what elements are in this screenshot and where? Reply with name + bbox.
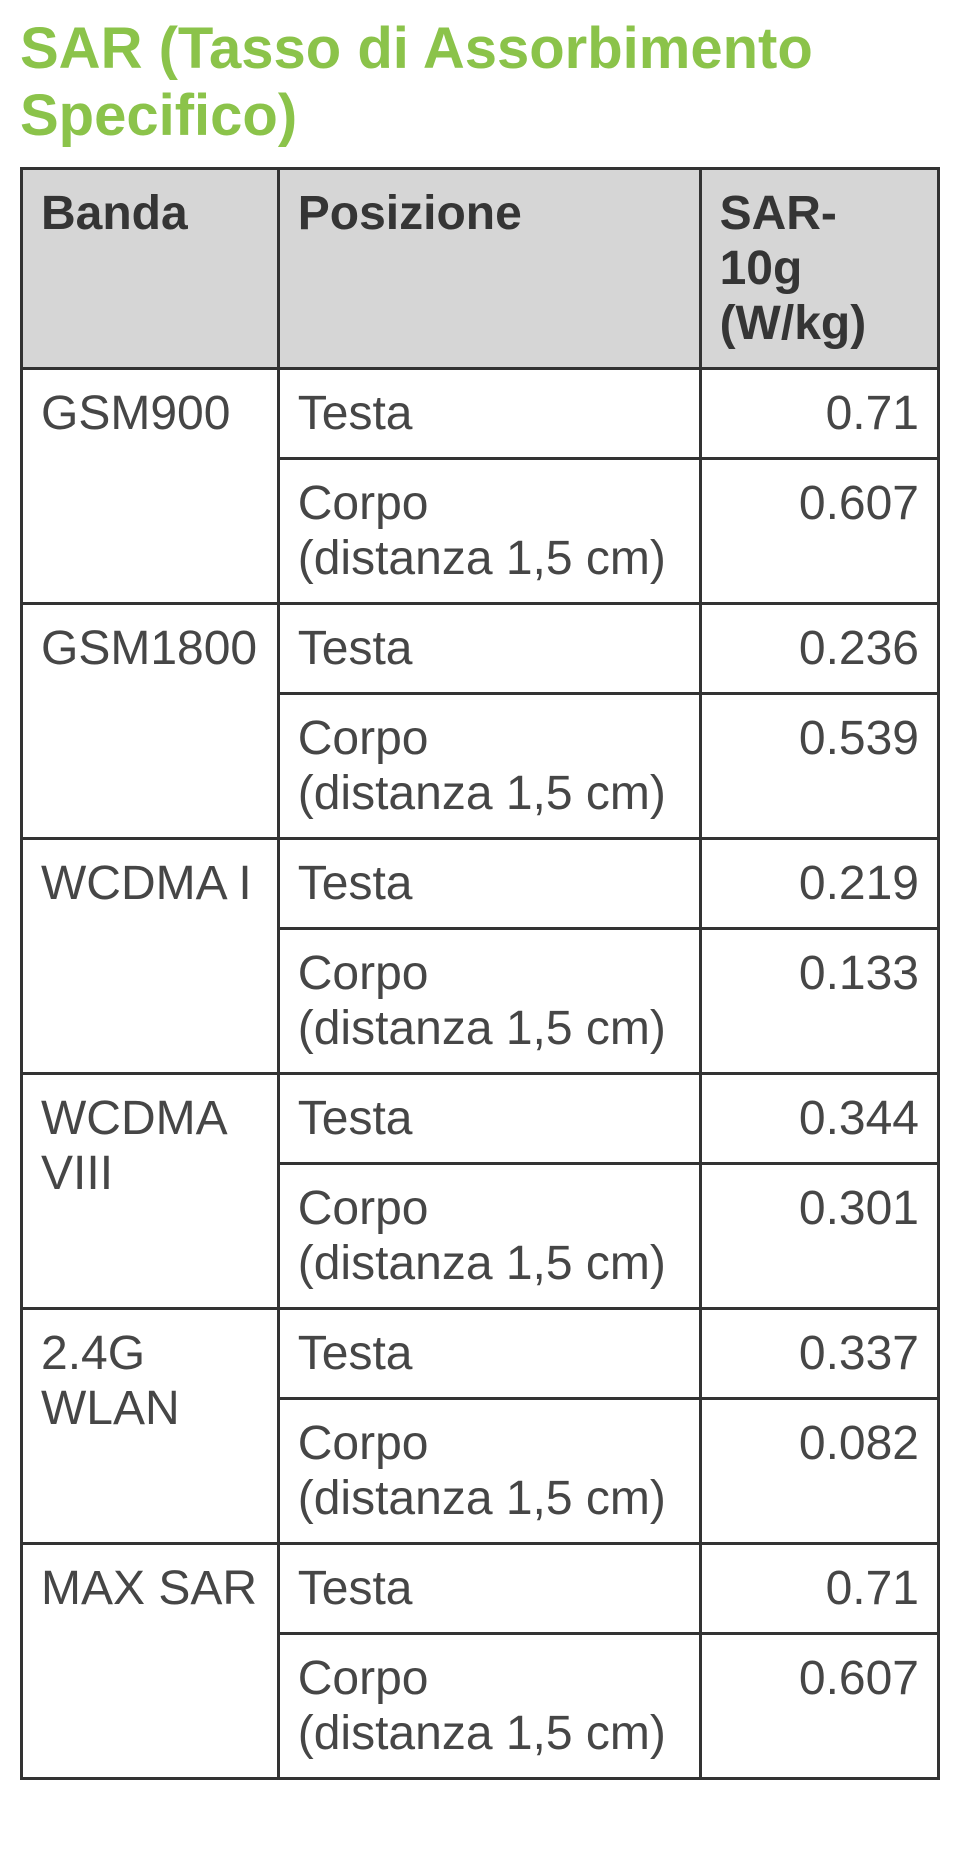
value-cell: 0.337 bbox=[700, 1309, 938, 1399]
value-cell: 0.71 bbox=[700, 1544, 938, 1634]
position-sub: (distanza 1,5 cm) bbox=[298, 1236, 681, 1291]
col-header-sar: SAR-10g (W/kg) bbox=[700, 169, 938, 369]
band-cell: 2.4G WLAN bbox=[22, 1309, 279, 1544]
position-sub: (distanza 1,5 cm) bbox=[298, 1471, 681, 1526]
table-row: MAX SARTesta0.71 bbox=[22, 1544, 939, 1634]
table-row: WCDMA VIIITesta0.344 bbox=[22, 1074, 939, 1164]
table-row: GSM1800Testa0.236 bbox=[22, 604, 939, 694]
position-cell: Testa bbox=[278, 369, 700, 459]
position-cell: Testa bbox=[278, 1544, 700, 1634]
band-cell: WCDMA VIII bbox=[22, 1074, 279, 1309]
position-cell: Testa bbox=[278, 839, 700, 929]
sar-table: Banda Posizione SAR-10g (W/kg) GSM900 Tes… bbox=[20, 167, 940, 1780]
value-cell: 0.236 bbox=[700, 604, 938, 694]
position-sub: (distanza 1,5 cm) bbox=[298, 1001, 681, 1056]
value-cell: 0.301 bbox=[700, 1164, 938, 1309]
page-title: SAR (Tasso di Assorbimento Specifico) bbox=[20, 16, 940, 149]
value-cell: 0.607 bbox=[700, 1634, 938, 1779]
col-header-sar-main: SAR-10g bbox=[720, 187, 837, 295]
position-sub: (distanza 1,5 cm) bbox=[298, 531, 681, 586]
position-main: Testa bbox=[298, 1327, 413, 1380]
table-row: GSM900Testa0.71 bbox=[22, 369, 939, 459]
position-main: Corpo bbox=[298, 477, 429, 530]
value-cell: 0.71 bbox=[700, 369, 938, 459]
table-row: 2.4G WLANTesta0.337 bbox=[22, 1309, 939, 1399]
position-cell: Testa bbox=[278, 1309, 700, 1399]
table-row: WCDMA ITesta0.219 bbox=[22, 839, 939, 929]
position-sub: (distanza 1,5 cm) bbox=[298, 766, 681, 821]
table-header-row: Banda Posizione SAR-10g (W/kg) bbox=[22, 169, 939, 369]
band-cell: GSM900 bbox=[22, 369, 279, 604]
position-main: Testa bbox=[298, 857, 413, 910]
position-sub: (distanza 1,5 cm) bbox=[298, 1706, 681, 1761]
position-cell: Corpo(distanza 1,5 cm) bbox=[278, 929, 700, 1074]
position-cell: Testa bbox=[278, 604, 700, 694]
value-cell: 0.344 bbox=[700, 1074, 938, 1164]
position-main: Corpo bbox=[298, 1417, 429, 1470]
position-main: Corpo bbox=[298, 712, 429, 765]
position-cell: Corpo(distanza 1,5 cm) bbox=[278, 1399, 700, 1544]
position-cell: Corpo(distanza 1,5 cm) bbox=[278, 1634, 700, 1779]
position-main: Testa bbox=[298, 1092, 413, 1145]
band-cell: MAX SAR bbox=[22, 1544, 279, 1779]
position-cell: Corpo(distanza 1,5 cm) bbox=[278, 1164, 700, 1309]
value-cell: 0.539 bbox=[700, 694, 938, 839]
value-cell: 0.607 bbox=[700, 459, 938, 604]
position-main: Testa bbox=[298, 1562, 413, 1615]
position-cell: Corpo(distanza 1,5 cm) bbox=[278, 459, 700, 604]
position-cell: Testa bbox=[278, 1074, 700, 1164]
band-cell: WCDMA I bbox=[22, 839, 279, 1074]
band-cell: GSM1800 bbox=[22, 604, 279, 839]
position-main: Corpo bbox=[298, 1182, 429, 1235]
col-header-banda: Banda bbox=[22, 169, 279, 369]
position-cell: Corpo(distanza 1,5 cm) bbox=[278, 694, 700, 839]
value-cell: 0.219 bbox=[700, 839, 938, 929]
position-main: Corpo bbox=[298, 1652, 429, 1705]
value-cell: 0.133 bbox=[700, 929, 938, 1074]
value-cell: 0.082 bbox=[700, 1399, 938, 1544]
position-main: Testa bbox=[298, 387, 413, 440]
col-header-posizione: Posizione bbox=[278, 169, 700, 369]
position-main: Corpo bbox=[298, 947, 429, 1000]
col-header-sar-unit: (W/kg) bbox=[720, 297, 867, 350]
position-main: Testa bbox=[298, 622, 413, 675]
